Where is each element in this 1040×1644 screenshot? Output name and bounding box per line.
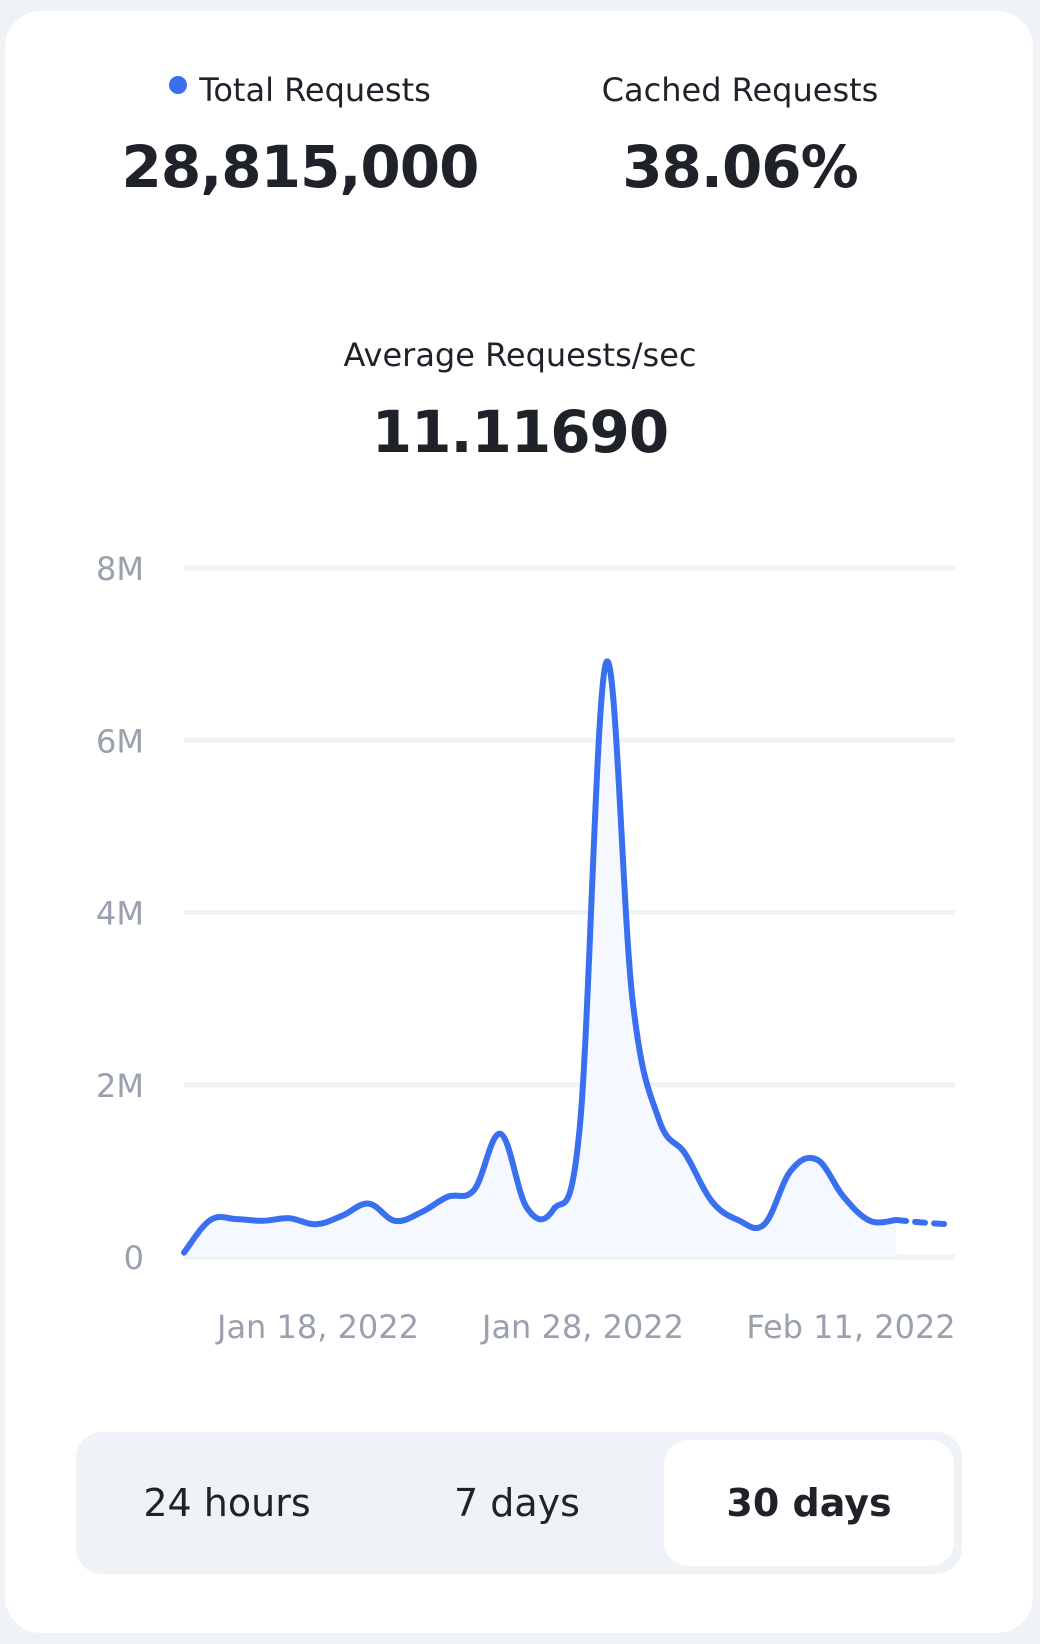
series-line	[181, 658, 900, 1256]
x-axis-labels: Jan 18, 2022 Jan 28, 2022 Feb 11, 2022	[215, 1308, 956, 1346]
requests-chart: 0 2M 4M 6M 8M Jan 18, 2022 Jan 28, 2022 Feb 11…	[96, 550, 956, 1346]
average-requests-stat: Average Requests/sec 11.11690	[280, 335, 760, 467]
total-requests-stat: Total Requests 28,815,000	[60, 70, 540, 202]
time-range-selector: 24 hours 7 days 30 days	[76, 1432, 962, 1574]
x-tick-label: Jan 18, 2022	[215, 1308, 419, 1346]
range-24-hours-button[interactable]: 24 hours	[143, 1481, 311, 1525]
total-requests-label: Total Requests	[199, 71, 431, 109]
y-tick-label: 0	[124, 1239, 144, 1277]
y-tick-label: 4M	[96, 895, 144, 933]
average-requests-value: 11.11690	[371, 398, 670, 466]
x-tick-label: Feb 11, 2022	[746, 1308, 955, 1346]
y-tick-label: 2M	[96, 1067, 144, 1105]
y-axis-labels: 0 2M 4M 6M 8M	[96, 550, 144, 1277]
chart-area	[184, 661, 897, 1257]
chart-gridlines	[184, 565, 955, 1260]
requests-stats-card	[5, 11, 1033, 1633]
y-tick-label: 8M	[96, 550, 144, 588]
area-fill	[184, 661, 897, 1257]
series-color-dot	[169, 76, 188, 94]
cached-requests-stat: Cached Requests 38.06%	[500, 70, 980, 202]
chart-line	[181, 658, 952, 1256]
total-requests-value: 28,815,000	[121, 133, 480, 201]
range-30-days-button[interactable]: 30 days	[664, 1440, 954, 1566]
x-tick-label: Jan 28, 2022	[480, 1308, 684, 1346]
y-tick-label: 6M	[96, 722, 144, 760]
cached-requests-label: Cached Requests	[601, 71, 879, 109]
projected-series-line	[893, 1217, 952, 1228]
average-requests-label: Average Requests/sec	[343, 336, 697, 374]
total-requests-label-row: Total Requests	[60, 70, 540, 110]
cached-requests-value: 38.06%	[622, 133, 859, 201]
range-7-days-button[interactable]: 7 days	[454, 1481, 580, 1525]
